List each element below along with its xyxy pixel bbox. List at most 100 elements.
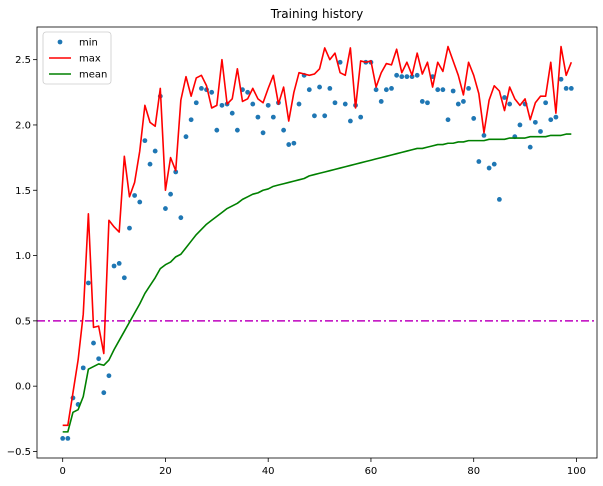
legend: min max mean: [42, 31, 112, 85]
data-point-min: [193, 100, 199, 106]
data-point-min: [127, 225, 132, 231]
x-tick-label: 60: [365, 466, 378, 477]
data-point-min: [147, 161, 153, 167]
data-point-min: [399, 74, 405, 80]
axes: 0 20 40 60 80 100 −0.5 0.0 0.5 1.0 1.5 2.0 2.5: [7, 26, 598, 477]
data-point-min: [219, 102, 225, 108]
data-point-min: [476, 159, 482, 164]
data-point-min: [296, 101, 302, 107]
data-point-min: [234, 127, 240, 133]
data-point-min: [142, 138, 148, 144]
data-point-min: [455, 101, 461, 107]
x-tick-label: 40: [262, 466, 275, 477]
data-point-min: [543, 100, 549, 106]
legend-marker-min: [57, 39, 63, 45]
data-point-min: [111, 263, 117, 269]
y-tick-label: 2.0: [15, 120, 31, 131]
data-point-min: [96, 356, 102, 362]
data-point-min: [414, 72, 420, 78]
data-point-min: [188, 117, 194, 123]
data-point-min: [425, 100, 430, 106]
data-point-min: [538, 129, 543, 134]
x-tick-label: 100: [567, 466, 586, 477]
data-point-min: [445, 117, 451, 123]
data-point-min: [435, 87, 441, 93]
data-point-min: [373, 87, 379, 93]
data-point-min: [245, 89, 251, 95]
data-point-min: [553, 114, 559, 120]
data-point-min: [481, 133, 487, 138]
data-point-min: [121, 275, 127, 281]
data-point-min: [281, 127, 287, 133]
y-tick-label: 1.0: [15, 251, 31, 262]
data-point-min: [65, 436, 71, 441]
data-point-min: [317, 84, 322, 90]
data-point-min: [260, 130, 266, 136]
data-point-min: [548, 117, 554, 123]
x-tick-label: 0: [60, 466, 66, 477]
data-point-min: [389, 85, 394, 91]
data-point-min: [502, 95, 507, 100]
data-point-min: [394, 72, 400, 78]
data-point-min: [527, 144, 533, 150]
legend-label: mean: [79, 70, 107, 81]
data-point-min: [173, 169, 179, 175]
legend-label: max: [79, 54, 101, 65]
data-point-min: [168, 191, 173, 197]
data-point-min: [440, 87, 446, 93]
y-tick-label: 0.0: [15, 382, 31, 393]
data-point-min: [486, 165, 492, 171]
data-point-min: [60, 436, 66, 441]
data-point-min: [332, 100, 338, 106]
data-point-min: [471, 116, 477, 121]
data-point-min: [347, 118, 353, 124]
data-point-min: [291, 140, 297, 146]
data-point-min: [265, 102, 271, 108]
data-point-min: [132, 193, 138, 198]
chart-title: Training history: [270, 7, 363, 21]
plot-frame: [36, 26, 598, 459]
data-point-min: [306, 87, 312, 93]
data-point-min: [80, 365, 86, 371]
legend-label: min: [79, 38, 98, 49]
data-point-min: [116, 260, 122, 266]
data-point-min: [419, 99, 425, 104]
legend-item-min: min: [57, 38, 98, 49]
data-point-min: [152, 148, 158, 154]
legend-item-max: max: [49, 54, 101, 65]
y-tick-label: 1.5: [15, 186, 31, 197]
legend-item-mean: mean: [49, 70, 107, 81]
data-point-min: [491, 161, 497, 167]
plot-area: [37, 45, 597, 441]
data-point-min: [178, 215, 184, 221]
data-point-min: [322, 113, 328, 119]
series-mean-line: [62, 133, 572, 433]
y-tick-label: 0.5: [15, 316, 31, 327]
data-point-min: [496, 197, 502, 202]
data-point-min: [358, 114, 364, 120]
data-point-min: [199, 85, 204, 91]
data-point-min: [404, 74, 410, 80]
x-tick-label: 80: [467, 466, 480, 477]
data-point-min: [378, 99, 384, 104]
data-point-min: [558, 76, 564, 82]
data-point-min: [229, 110, 235, 116]
legend-box: [42, 31, 112, 85]
data-point-min: [101, 390, 107, 396]
x-tick-label: 20: [159, 466, 172, 477]
data-point-min: [342, 101, 348, 107]
data-point-min: [383, 87, 389, 93]
data-point-min: [450, 88, 456, 94]
y-tick-label: −0.5: [7, 447, 31, 458]
data-point-min: [466, 85, 471, 91]
data-point-min: [255, 114, 261, 120]
data-point-min: [461, 99, 466, 104]
data-point-min: [517, 122, 523, 128]
data-point-min: [214, 127, 220, 133]
data-point-min: [209, 89, 215, 95]
data-point-min: [312, 113, 317, 119]
data-point-min: [563, 85, 569, 91]
data-point-min: [409, 74, 415, 80]
